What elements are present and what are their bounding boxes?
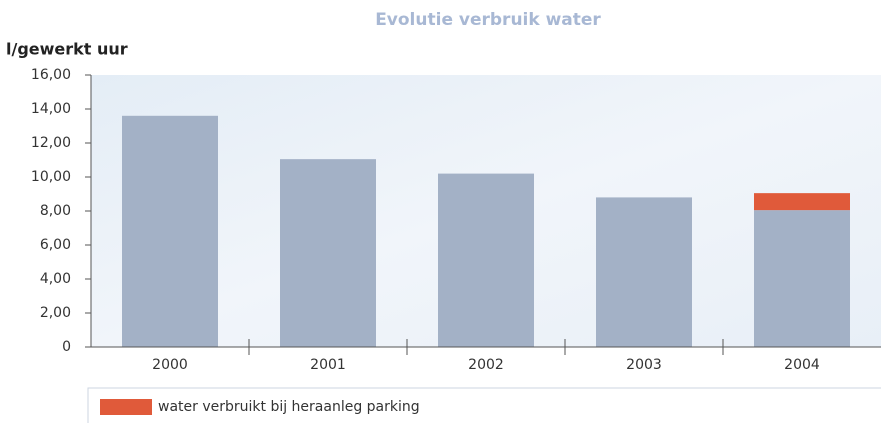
y-tick-label: 16,00 (31, 67, 71, 83)
bar-segment (122, 116, 218, 347)
y-tick-label: 14,00 (31, 101, 71, 117)
y-tick-label: 4,00 (40, 271, 71, 287)
legend-label: water verbruikt bij heraanleg parking (158, 399, 420, 415)
legend-swatch (100, 399, 152, 415)
x-tick-label: 2001 (310, 357, 346, 373)
y-tick-label: 2,00 (40, 305, 71, 321)
y-tick-label: 10,00 (31, 169, 71, 185)
y-axis-label: l/gewerkt uur (6, 40, 128, 59)
y-tick-label: 0 (62, 339, 71, 355)
chart-title: Evolutie verbruik water (375, 10, 601, 30)
chart: Evolutie verbruik water l/gewerkt uur 0 2… (0, 0, 881, 423)
x-tick-label: 2004 (784, 357, 820, 373)
bar-segment (596, 197, 692, 347)
bar-segment (754, 210, 850, 347)
y-tick-label: 6,00 (40, 237, 71, 253)
bar-segment (438, 174, 534, 347)
y-tick-label: 12,00 (31, 135, 71, 151)
bar-segment (280, 159, 376, 347)
x-tick-label: 2000 (152, 357, 188, 373)
x-tick-label: 2003 (626, 357, 662, 373)
bar-segment (754, 193, 850, 210)
y-tick-label: 8,00 (40, 203, 71, 219)
x-tick-label: 2002 (468, 357, 504, 373)
